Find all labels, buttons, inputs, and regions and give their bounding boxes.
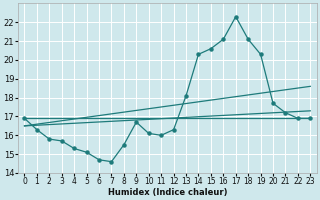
X-axis label: Humidex (Indice chaleur): Humidex (Indice chaleur) <box>108 188 227 197</box>
